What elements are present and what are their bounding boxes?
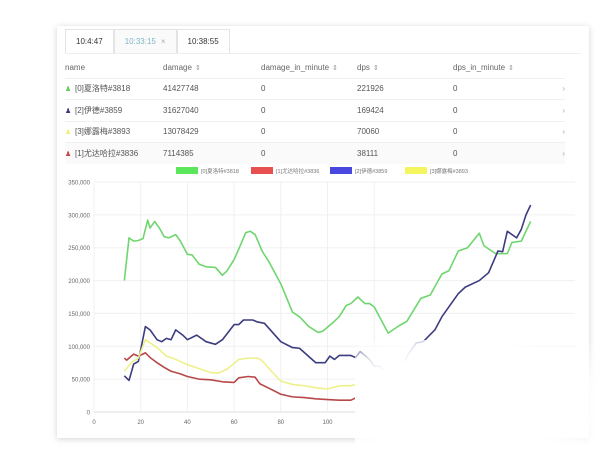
cell-damage: 7114385 bbox=[163, 142, 261, 164]
player-table: name damage ⇕ damage_in_minute ⇕ dps ⇕ dps_… bbox=[65, 58, 565, 164]
table-row[interactable]: ♟ [0]夏洛特#3818 41427748 0 221926 0 › bbox=[65, 77, 565, 100]
legend-label: [0]夏洛特#3818 bbox=[201, 167, 239, 175]
tab-label: 10:38:55 bbox=[187, 37, 219, 46]
tab-session-3[interactable]: 10:38:55 bbox=[176, 29, 230, 53]
cell-dps: 70060 bbox=[357, 120, 453, 143]
divider bbox=[65, 53, 581, 54]
header-label: damage bbox=[163, 63, 192, 73]
cell-damage-in-minute: 0 bbox=[261, 99, 357, 121]
sort-icon[interactable]: ⇕ bbox=[194, 65, 201, 73]
table-row[interactable]: ♟ [3]娜露梅#3893 13078429 0 70060 0 › bbox=[65, 120, 565, 143]
x-tick-label: 80 bbox=[277, 420, 284, 426]
cell-damage: 31627040 bbox=[163, 99, 261, 121]
cell-damage: 41427748 bbox=[163, 77, 261, 100]
y-tick-label: 200,000 bbox=[68, 279, 90, 285]
x-tick-label: 0 bbox=[92, 420, 96, 426]
y-tick-label: 50,000 bbox=[72, 378, 91, 384]
y-tick-label: 0 bbox=[87, 411, 91, 417]
legend-swatch bbox=[176, 167, 198, 174]
table-row[interactable]: ♟ [2]伊德#3859 31627040 0 169424 0 › bbox=[65, 99, 565, 121]
header-label: dps bbox=[357, 63, 370, 73]
dps-panel: 10:4:47 10:33:15 × 10:38:55 name damage ⇕ … bbox=[57, 26, 589, 438]
sort-icon[interactable]: ⇕ bbox=[372, 65, 379, 73]
sort-icon[interactable]: ⇕ bbox=[508, 65, 514, 73]
legend-label: [2]伊德#3859 bbox=[355, 167, 387, 175]
y-tick-label: 250,000 bbox=[68, 246, 90, 252]
legend-swatch bbox=[251, 167, 273, 174]
x-tick-label: 100 bbox=[322, 420, 333, 426]
series-line bbox=[123, 204, 532, 382]
chevron-right-icon[interactable]: › bbox=[549, 77, 565, 100]
table-row[interactable]: ♟ [1]尤达哈拉#3836 7114385 0 38111 0 › bbox=[65, 142, 565, 164]
series-line bbox=[123, 219, 532, 334]
watermark-overlay bbox=[355, 340, 595, 459]
x-tick-label: 20 bbox=[137, 420, 144, 426]
sort-icon[interactable]: ⇕ bbox=[332, 65, 338, 73]
x-tick-label: 60 bbox=[231, 420, 238, 426]
person-icon: ♟ bbox=[65, 129, 72, 137]
column-header-name: name bbox=[65, 63, 86, 73]
player-name: [0]夏洛特#3818 bbox=[75, 84, 131, 94]
column-header-damage-in-minute[interactable]: damage_in_minute ⇕ bbox=[261, 58, 357, 78]
session-tabs: 10:4:47 10:33:15 × 10:38:55 bbox=[65, 29, 230, 53]
chevron-right-icon[interactable]: › bbox=[549, 142, 565, 164]
header-label: damage_in_minute bbox=[261, 63, 330, 73]
column-header-damage[interactable]: damage ⇕ bbox=[163, 58, 261, 78]
column-header-dps-in-minute[interactable]: dps_in_minute ⇕ bbox=[453, 58, 549, 78]
cell-dps-in-minute: 0 bbox=[453, 120, 549, 143]
cell-name: ♟ [0]夏洛特#3818 bbox=[65, 77, 163, 100]
cell-damage-in-minute: 0 bbox=[261, 77, 357, 100]
y-tick-label: 300,000 bbox=[68, 213, 90, 219]
cell-name: ♟ [1]尤达哈拉#3836 bbox=[65, 142, 163, 164]
person-icon: ♟ bbox=[65, 86, 72, 94]
cell-dps: 169424 bbox=[357, 99, 453, 121]
person-icon: ♟ bbox=[65, 151, 72, 158]
cell-damage-in-minute: 0 bbox=[261, 120, 357, 143]
legend-swatch bbox=[330, 167, 352, 174]
header-label: dps_in_minute bbox=[453, 63, 506, 73]
tab-session-1[interactable]: 10:4:47 bbox=[65, 29, 114, 53]
cell-name: ♟ [2]伊德#3859 bbox=[65, 99, 163, 121]
chevron-right-icon[interactable]: › bbox=[549, 120, 565, 143]
cell-damage-in-minute: 0 bbox=[261, 142, 357, 164]
cell-dps: 38111 bbox=[357, 142, 453, 164]
player-name: [1]尤达哈拉#3836 bbox=[75, 149, 139, 158]
cell-dps-in-minute: 0 bbox=[453, 142, 549, 164]
y-tick-label: 150,000 bbox=[68, 312, 90, 318]
player-name: [2]伊德#3859 bbox=[75, 105, 123, 115]
cell-damage: 13078429 bbox=[163, 120, 261, 143]
close-icon[interactable]: × bbox=[160, 37, 166, 46]
y-tick-label: 350,000 bbox=[68, 181, 90, 187]
chevron-right-icon[interactable]: › bbox=[549, 99, 565, 121]
legend-swatch bbox=[405, 167, 427, 174]
column-header-dps[interactable]: dps ⇕ bbox=[357, 58, 453, 78]
tab-session-2[interactable]: 10:33:15 × bbox=[113, 29, 177, 53]
legend-label: [1]尤达哈拉#3836 bbox=[276, 167, 319, 175]
cell-dps-in-minute: 0 bbox=[453, 77, 549, 100]
cell-dps-in-minute: 0 bbox=[453, 99, 549, 121]
x-tick-label: 40 bbox=[184, 420, 191, 426]
person-icon: ♟ bbox=[65, 107, 72, 115]
legend-label: [3]娜露梅#3893 bbox=[430, 167, 468, 175]
tab-label: 10:4:47 bbox=[76, 37, 103, 46]
tab-label: 10:33:15 bbox=[124, 37, 156, 46]
cell-dps: 221926 bbox=[357, 77, 453, 100]
cell-name: ♟ [3]娜露梅#3893 bbox=[65, 120, 163, 143]
y-tick-label: 100,000 bbox=[68, 345, 90, 351]
player-name: [3]娜露梅#3893 bbox=[75, 127, 131, 137]
